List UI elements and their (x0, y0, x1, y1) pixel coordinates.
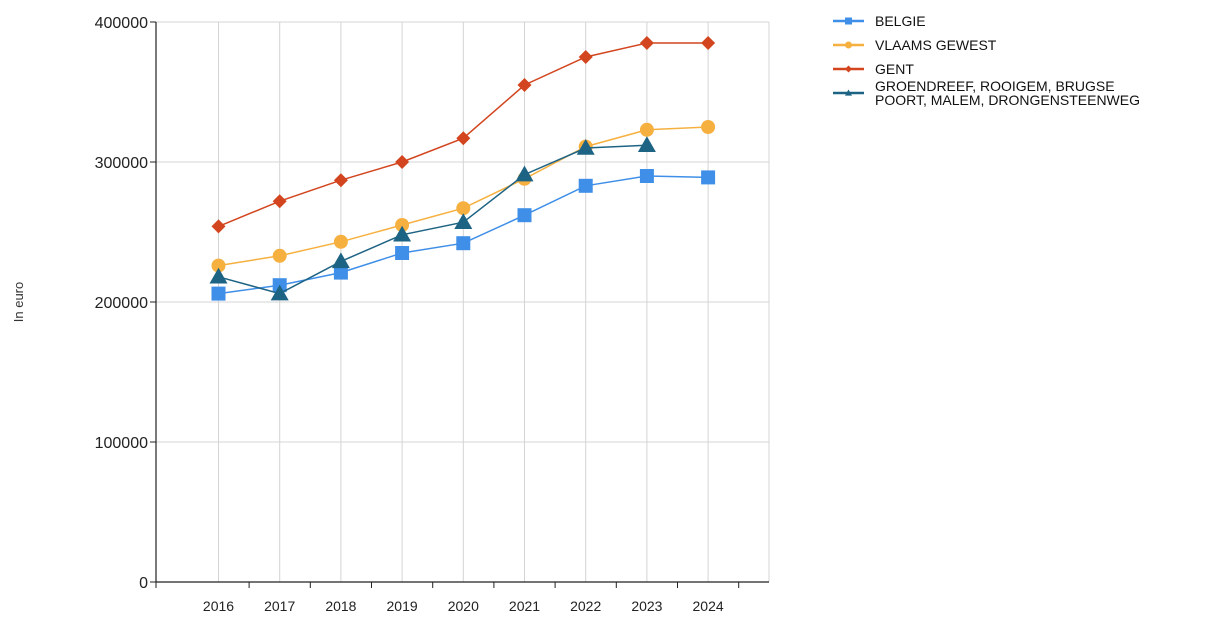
x-tick-label: 2021 (509, 598, 540, 614)
series-1 (211, 169, 716, 301)
data-point (517, 78, 532, 92)
x-tick-label: 2017 (264, 598, 295, 614)
series-4 (209, 136, 656, 301)
data-point (637, 136, 656, 152)
series-line (218, 144, 647, 295)
x-tick-label: 2020 (448, 598, 479, 614)
data-point (333, 234, 348, 249)
legend-swatch-marker (845, 65, 852, 73)
legend-swatch-marker (845, 41, 852, 49)
y-tick-label: 400000 (95, 15, 148, 32)
x-tick-label: 2022 (570, 598, 601, 614)
legend-label: POORT, MALEM, DRONGENSTEENWEG (875, 92, 1140, 108)
x-tick-label: 2016 (203, 598, 234, 614)
series-3 (211, 36, 716, 234)
data-point (701, 36, 716, 50)
y-tick-label: 200000 (95, 295, 148, 312)
data-point (272, 194, 287, 209)
data-point (456, 236, 471, 251)
data-point (211, 258, 226, 273)
data-point (393, 225, 412, 242)
legend-item-3: GENT (833, 61, 914, 77)
x-tick-label: 2018 (325, 598, 356, 614)
data-point (331, 252, 350, 269)
data-point (209, 267, 228, 284)
data-point (515, 165, 534, 182)
data-point (395, 218, 410, 232)
data-point (395, 155, 410, 169)
data-point (701, 170, 716, 185)
legend-label: VLAAMS GEWEST (875, 37, 997, 53)
data-point (578, 50, 593, 64)
series-2 (211, 120, 716, 273)
data-point (333, 265, 348, 280)
x-tick-label: 2024 (693, 598, 724, 614)
grid (156, 21, 770, 582)
data-point (639, 36, 654, 50)
data-point (211, 286, 226, 301)
legend-label: GENT (875, 61, 914, 77)
data-point (639, 122, 654, 137)
data-point (639, 169, 654, 183)
legend-item-2: VLAAMS GEWEST (833, 37, 997, 53)
y-axis-title: In euro (11, 282, 26, 322)
axes: 0 100000 200000 300000 400000 2016 2017 2018 201… (11, 15, 769, 614)
data-point (517, 208, 532, 223)
legend-item-1: BELGIE (833, 13, 926, 29)
y-tick-label: 0 (139, 575, 148, 592)
data-point (456, 201, 471, 216)
legend-label: BELGIE (875, 13, 926, 29)
data-point (272, 248, 287, 263)
data-point (456, 131, 471, 146)
data-point (701, 120, 716, 134)
data-point (211, 219, 226, 234)
legend-swatch-marker (845, 89, 852, 96)
y-tick-label: 300000 (95, 155, 148, 172)
x-tick-label: 2023 (631, 598, 662, 614)
x-tick-label: 2019 (387, 598, 418, 614)
data-point (270, 284, 289, 301)
data-point (454, 213, 473, 229)
legend-label: GROENDREEF, ROOIGEM, BRUGSE (875, 78, 1115, 94)
data-point (395, 246, 410, 260)
y-tick-label: 100000 (95, 435, 148, 452)
series-lines (209, 36, 716, 301)
data-point (578, 178, 593, 193)
legend-swatch-marker (845, 17, 852, 25)
data-point (576, 139, 595, 155)
data-point (333, 173, 348, 188)
